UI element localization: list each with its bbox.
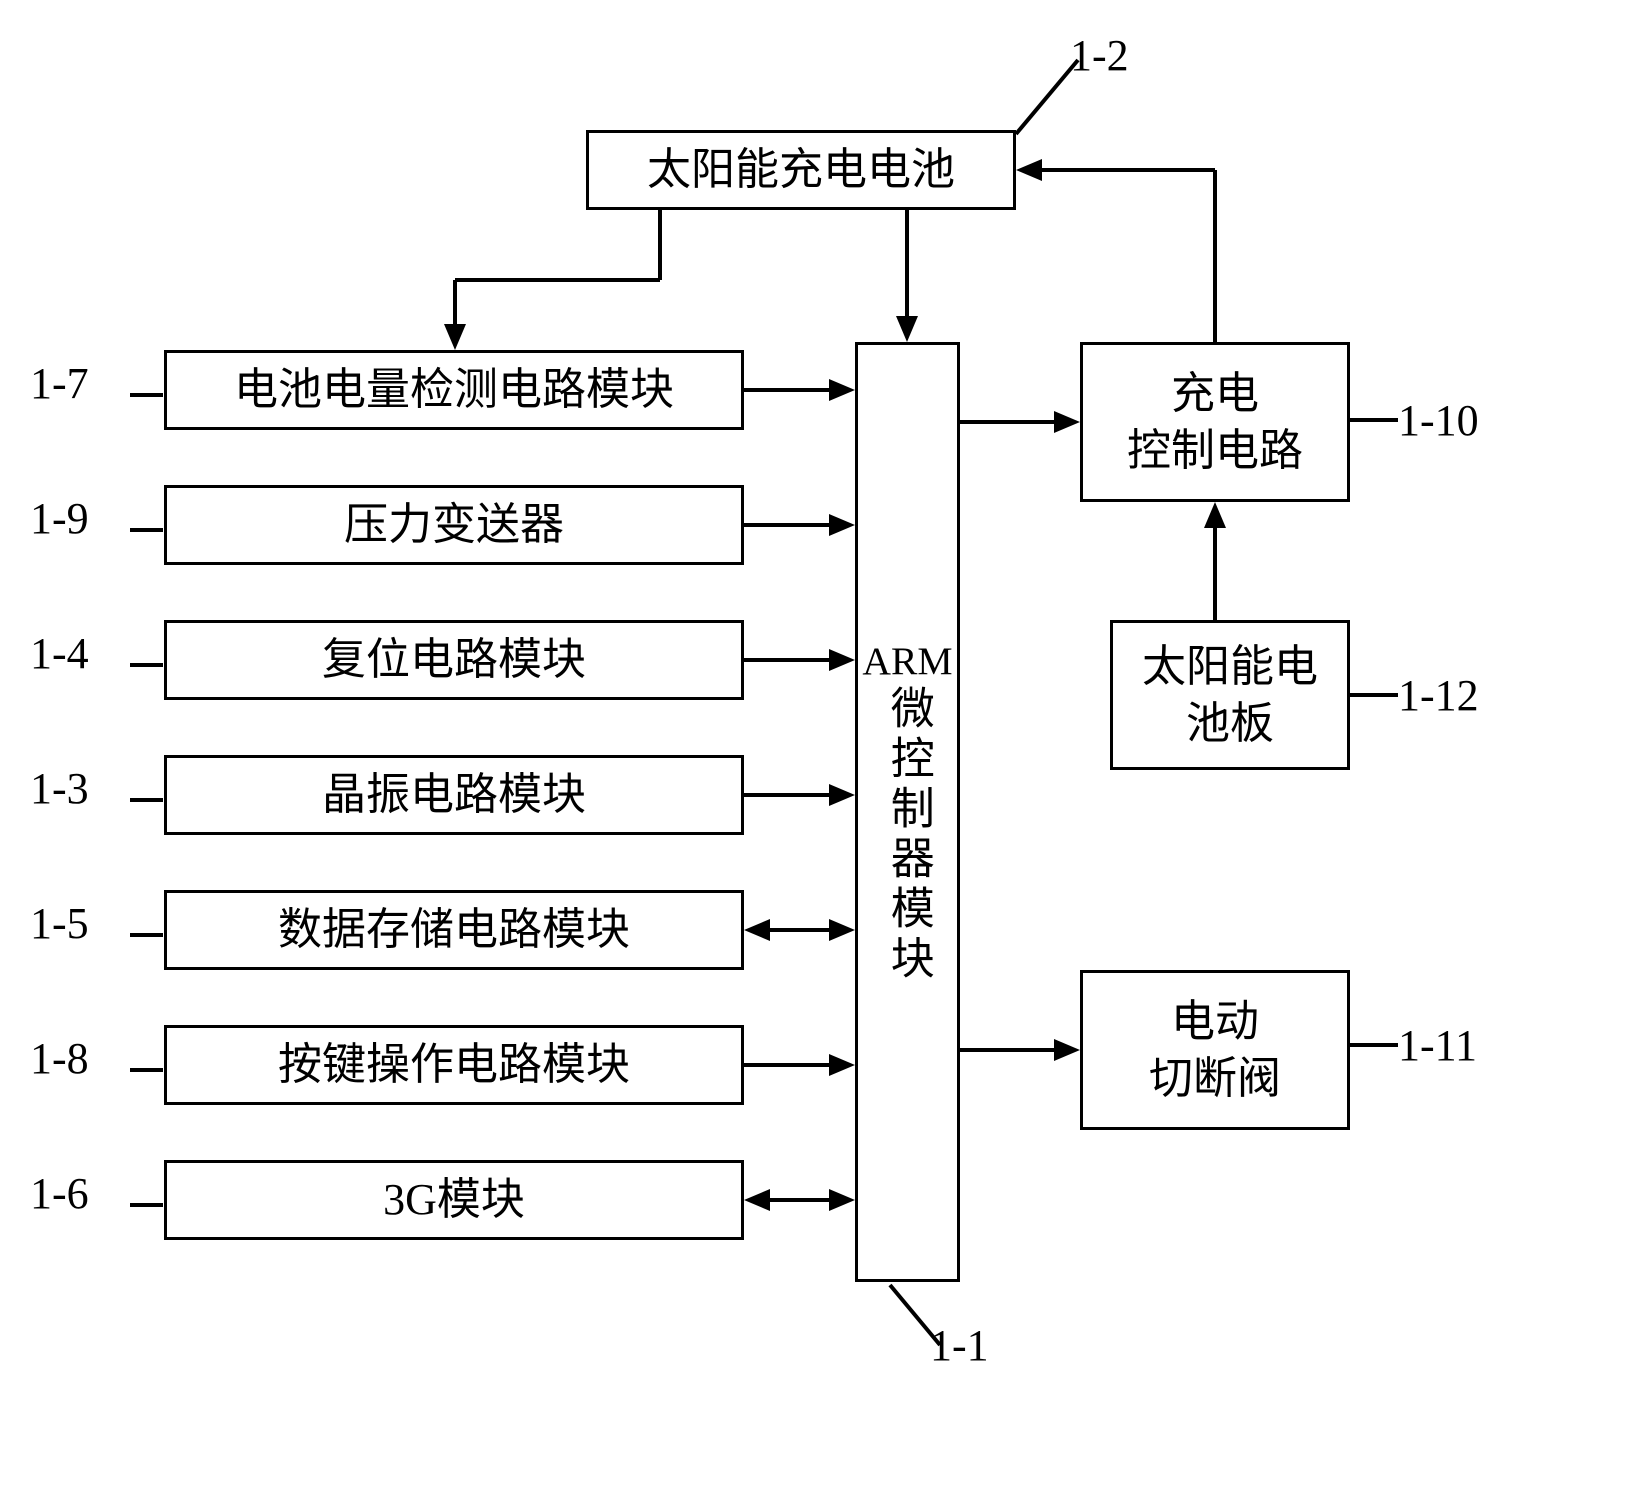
keypad-box: 按键操作电路模块 <box>164 1025 744 1105</box>
arm-line1: ARM <box>862 639 952 685</box>
ref-label-1-3: 1-3 <box>30 763 89 814</box>
ref-label-1-12: 1-12 <box>1398 670 1479 721</box>
ref-label-1-10: 1-10 <box>1398 395 1479 446</box>
solar_battery-box: 太阳能充电电池 <box>586 130 1016 210</box>
ref-label-1-8: 1-8 <box>30 1033 89 1084</box>
ref-label-1-11: 1-11 <box>1398 1020 1477 1071</box>
storage-box: 数据存储电路模块 <box>164 890 744 970</box>
cutoff_valve-label: 电动 切断阀 <box>1149 993 1281 1107</box>
storage-label: 数据存储电路模块 <box>278 901 630 958</box>
ref-label-1-6: 1-6 <box>30 1168 89 1219</box>
pressure-box: 压力变送器 <box>164 485 744 565</box>
battery_detect-label: 电池电量检测电路模块 <box>234 361 674 418</box>
threeg-box: 3G模块 <box>164 1160 744 1240</box>
ref-label-1-5: 1-5 <box>30 898 89 949</box>
reset-box: 复位电路模块 <box>164 620 744 700</box>
charge_ctrl-box: 充电 控制电路 <box>1080 342 1350 502</box>
threeg-label: 3G模块 <box>383 1171 525 1228</box>
arm-rest: 微控制器模块 <box>882 685 933 985</box>
ref-label-1-9: 1-9 <box>30 493 89 544</box>
charge_ctrl-label: 充电 控制电路 <box>1127 365 1303 479</box>
arm-box: ARM微控制器模块 <box>855 342 960 1282</box>
ref-label-1-7: 1-7 <box>30 358 89 409</box>
crystal-box: 晶振电路模块 <box>164 755 744 835</box>
crystal-label: 晶振电路模块 <box>322 766 586 823</box>
reset-label: 复位电路模块 <box>322 631 586 688</box>
solar_panel-label: 太阳能电 池板 <box>1142 638 1318 752</box>
ref-label-1-4: 1-4 <box>30 628 89 679</box>
battery_detect-box: 电池电量检测电路模块 <box>164 350 744 430</box>
cutoff_valve-box: 电动 切断阀 <box>1080 970 1350 1130</box>
pressure-label: 压力变送器 <box>344 496 564 553</box>
solar_panel-box: 太阳能电 池板 <box>1110 620 1350 770</box>
ref-label-1-2: 1-2 <box>1070 30 1129 81</box>
ref-label-1-1: 1-1 <box>930 1320 989 1371</box>
keypad-label: 按键操作电路模块 <box>278 1036 630 1093</box>
solar_battery-label: 太阳能充电电池 <box>647 141 955 198</box>
